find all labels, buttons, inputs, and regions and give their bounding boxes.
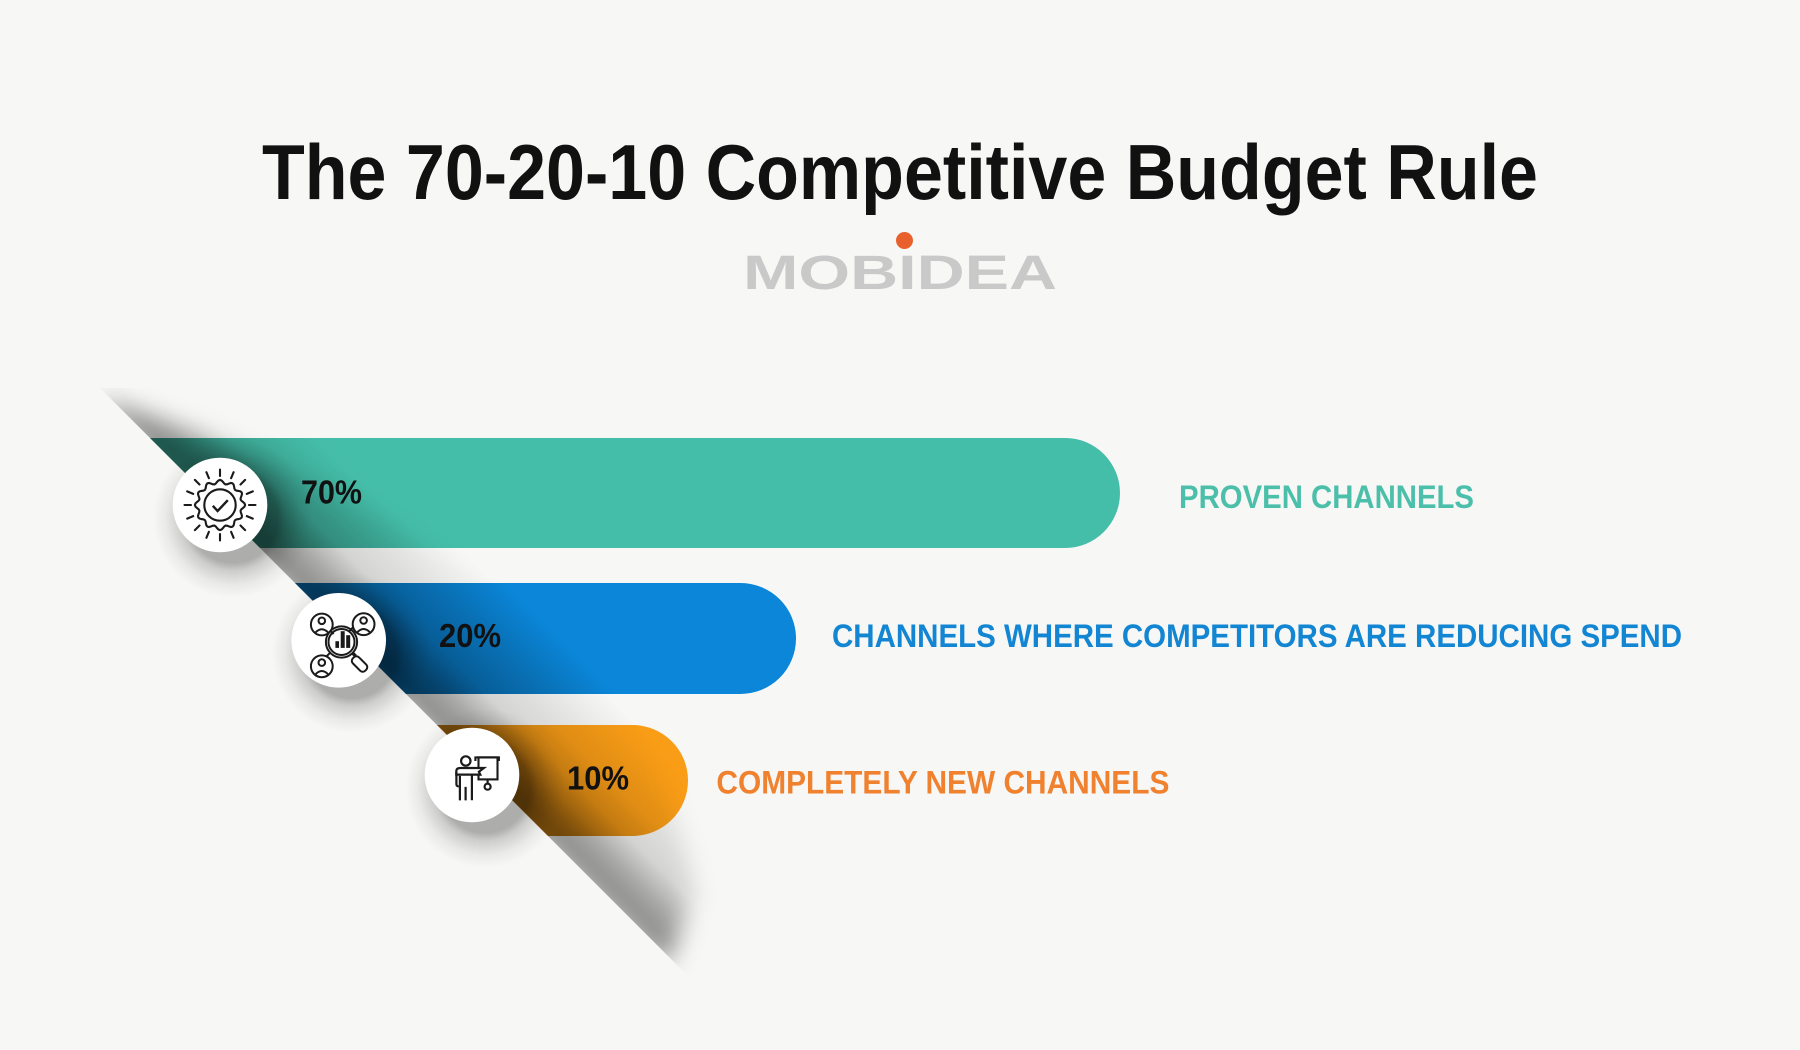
svg-text:20%: 20% bbox=[439, 617, 501, 654]
svg-text:CHANNELS WHERE COMPETITORS ARE: CHANNELS WHERE COMPETITORS ARE REDUCING … bbox=[832, 618, 1682, 654]
svg-text:10%: 10% bbox=[567, 760, 629, 797]
svg-text:70%: 70% bbox=[301, 473, 362, 510]
svg-text:PROVEN CHANNELS: PROVEN CHANNELS bbox=[1179, 479, 1474, 515]
svg-text:COMPLETELY NEW CHANNELS: COMPLETELY NEW CHANNELS bbox=[716, 764, 1169, 800]
svg-text:MOBIDEA: MOBIDEA bbox=[743, 247, 1057, 300]
svg-text:The 70-20-10 Competitive Budge: The 70-20-10 Competitive Budget Rule bbox=[262, 128, 1538, 216]
